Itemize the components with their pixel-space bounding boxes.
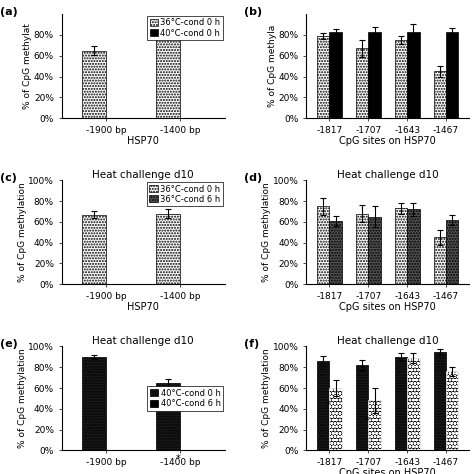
Bar (156, 214, 180, 284)
Bar (368, 401, 381, 450)
Bar (446, 372, 458, 450)
Legend: 36°C-cond 0 h, 40°C-cond 0 h: 36°C-cond 0 h, 40°C-cond 0 h (147, 16, 223, 40)
Bar (156, 383, 180, 450)
Bar (368, 32, 381, 118)
Bar (329, 221, 342, 284)
Title: Heat challenge d10: Heat challenge d10 (337, 336, 438, 346)
Bar (407, 210, 419, 284)
Text: (c): (c) (0, 173, 17, 183)
Y-axis label: % of CpG methylation: % of CpG methylation (18, 348, 27, 448)
Y-axis label: % of CpG methylation: % of CpG methylation (262, 348, 271, 448)
Bar (446, 32, 458, 118)
Y-axis label: % of CpG methylat: % of CpG methylat (24, 23, 32, 109)
X-axis label: HSP70: HSP70 (127, 302, 159, 312)
Bar (82, 51, 106, 118)
X-axis label: HSP70: HSP70 (127, 136, 159, 146)
Text: *: * (326, 400, 331, 410)
Bar (407, 32, 419, 118)
Title: Heat challenge d10: Heat challenge d10 (92, 170, 194, 180)
Text: (d): (d) (244, 173, 263, 183)
Legend: 40°C-cond 0 h, 40°C-cond 6 h: 40°C-cond 0 h, 40°C-cond 6 h (147, 386, 223, 410)
Bar (317, 36, 329, 118)
Bar (407, 358, 419, 450)
Y-axis label: % of CpG methyla: % of CpG methyla (268, 25, 277, 107)
Legend: 36°C-cond 0 h, 36°C-cond 6 h: 36°C-cond 0 h, 36°C-cond 6 h (147, 182, 223, 206)
Title: Heat challenge d10: Heat challenge d10 (337, 170, 438, 180)
X-axis label: CpG sites on HSP70: CpG sites on HSP70 (339, 302, 436, 312)
Bar (434, 71, 446, 118)
Bar (368, 217, 381, 284)
Text: (b): (b) (244, 7, 263, 17)
Bar (356, 48, 368, 118)
X-axis label: CpG sites on HSP70: CpG sites on HSP70 (339, 136, 436, 146)
Bar (329, 388, 342, 450)
Bar (317, 206, 329, 284)
Bar (446, 220, 458, 284)
Bar (156, 19, 180, 118)
Bar (434, 352, 446, 450)
Bar (329, 32, 342, 118)
Text: (e): (e) (0, 339, 18, 349)
Bar (356, 214, 368, 284)
Bar (395, 40, 407, 118)
Y-axis label: % of CpG methylation: % of CpG methylation (262, 182, 271, 282)
Bar (356, 365, 368, 450)
Text: (f): (f) (244, 339, 259, 349)
Bar (395, 209, 407, 284)
Bar (434, 237, 446, 284)
Text: *: * (365, 416, 369, 426)
Bar (317, 361, 329, 450)
Bar (395, 357, 407, 450)
Title: Heat challenge d10: Heat challenge d10 (92, 336, 194, 346)
X-axis label: CpG sites on HSP70: CpG sites on HSP70 (339, 468, 436, 474)
Bar (82, 215, 106, 284)
Text: (a): (a) (0, 7, 18, 17)
Bar (82, 357, 106, 450)
Text: *: * (175, 454, 180, 464)
Y-axis label: % of CpG methylation: % of CpG methylation (18, 182, 27, 282)
